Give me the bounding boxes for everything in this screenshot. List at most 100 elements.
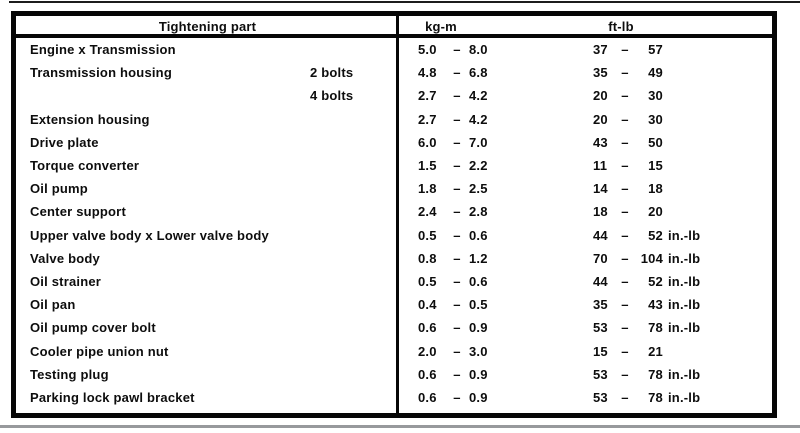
table-row: Engine x Transmission 5.0 – 8.0 37 – 57 xyxy=(16,38,772,61)
ftlb-low: 53 xyxy=(593,366,608,382)
ftlb-high: 104 xyxy=(640,250,663,266)
range-dash: – xyxy=(453,134,461,150)
kgm-value: 1.5 – 2.2 xyxy=(399,158,575,173)
kgm-high: 0.9 xyxy=(469,366,488,382)
range-dash: – xyxy=(453,366,461,382)
ftlb-high: 50 xyxy=(648,134,663,150)
header-kgm: kg-m xyxy=(425,19,457,34)
ftlb-value: 18 – 20 xyxy=(575,204,772,219)
kgm-low: 0.6 xyxy=(418,366,437,382)
range-dash: – xyxy=(453,343,461,359)
range-dash: – xyxy=(621,88,629,104)
table-row: Parking lock pawl bracket 0.6 – 0.9 53 –… xyxy=(16,386,772,409)
kgm-low: 0.8 xyxy=(418,250,437,266)
ftlb-value: 53 – 78 in.-lb xyxy=(575,320,772,335)
range-dash: – xyxy=(621,134,629,150)
kgm-high: 7.0 xyxy=(469,134,488,150)
ftlb-low: 14 xyxy=(593,181,608,197)
kgm-value: 0.5 – 0.6 xyxy=(399,274,575,289)
range-dash: – xyxy=(453,158,461,174)
kgm-value: 0.4 – 0.5 xyxy=(399,297,575,312)
part-name: Oil pump cover bolt xyxy=(30,320,156,336)
kgm-low: 0.5 xyxy=(418,273,437,289)
range-dash: – xyxy=(621,273,629,289)
ftlb-value: 11 – 15 xyxy=(575,158,772,173)
part-name: Oil pan xyxy=(30,297,76,313)
range-dash: – xyxy=(453,250,461,266)
table-body: Engine x Transmission 5.0 – 8.0 37 – 57 … xyxy=(16,38,772,409)
ftlb-low: 44 xyxy=(593,273,608,289)
table-row: Oil pump 1.8 – 2.5 14 – 18 xyxy=(16,177,772,200)
table-row: Drive plate 6.0 – 7.0 43 – 50 xyxy=(16,131,772,154)
range-dash: – xyxy=(621,366,629,382)
kgm-value: 0.5 – 0.6 xyxy=(399,228,575,243)
range-dash: – xyxy=(621,204,629,220)
table-row: 4 bolts 2.7 – 4.2 20 – 30 xyxy=(16,84,772,107)
ftlb-low: 35 xyxy=(593,297,608,313)
ftlb-high: 15 xyxy=(648,158,663,174)
part-variant: 4 bolts xyxy=(310,88,354,104)
kgm-low: 5.0 xyxy=(418,42,437,58)
range-dash: – xyxy=(453,227,461,243)
kgm-low: 2.0 xyxy=(418,343,437,359)
kgm-low: 4.8 xyxy=(418,65,437,81)
kgm-value: 0.8 – 1.2 xyxy=(399,251,575,266)
ftlb-value: 37 – 57 xyxy=(575,42,772,57)
header-ftlb: ft-lb xyxy=(608,19,634,34)
table-row: Oil strainer 0.5 – 0.6 44 – 52 in.-lb xyxy=(16,270,772,293)
kgm-low: 0.6 xyxy=(418,389,437,405)
ftlb-low: 53 xyxy=(593,320,608,336)
part-name: Drive plate xyxy=(30,134,99,150)
ftlb-unit: in.-lb xyxy=(668,320,701,336)
kgm-low: 2.4 xyxy=(418,204,437,220)
table-row: Extension housing 2.7 – 4.2 20 – 30 xyxy=(16,108,772,131)
kgm-high: 4.2 xyxy=(469,88,488,104)
ftlb-high: 21 xyxy=(648,343,663,359)
ftlb-unit: in.-lb xyxy=(668,389,701,405)
ftlb-value: 35 – 43 in.-lb xyxy=(575,297,772,312)
part-name: Oil strainer xyxy=(30,273,102,289)
part-name: Testing plug xyxy=(30,366,109,382)
kgm-value: 2.4 – 2.8 xyxy=(399,204,575,219)
part-variant: 2 bolts xyxy=(310,65,354,81)
range-dash: – xyxy=(453,42,461,58)
table-row: Oil pump cover bolt 0.6 – 0.9 53 – 78 in… xyxy=(16,316,772,339)
kgm-high: 0.6 xyxy=(469,273,488,289)
kgm-low: 2.7 xyxy=(418,111,437,127)
kgm-high: 0.9 xyxy=(469,389,488,405)
table-row: Transmission housing 2 bolts 4.8 – 6.8 3… xyxy=(16,61,772,84)
range-dash: – xyxy=(453,204,461,220)
part-name: Cooler pipe union nut xyxy=(30,343,169,359)
ftlb-value: 44 – 52 in.-lb xyxy=(575,274,772,289)
ftlb-high: 49 xyxy=(648,65,663,81)
range-dash: – xyxy=(621,42,629,58)
ftlb-value: 20 – 30 xyxy=(575,88,772,103)
range-dash: – xyxy=(621,297,629,313)
range-dash: – xyxy=(453,297,461,313)
ftlb-high: 78 xyxy=(648,366,663,382)
part-name: Valve body xyxy=(30,250,100,266)
ftlb-unit: in.-lb xyxy=(668,297,701,313)
table-row: Testing plug 0.6 – 0.9 53 – 78 in.-lb xyxy=(16,363,772,386)
ftlb-value: 15 – 21 xyxy=(575,344,772,359)
ftlb-low: 43 xyxy=(593,134,608,150)
table-header-row: Tightening part kg-m ft-lb xyxy=(16,16,772,38)
kgm-value: 2.7 – 4.2 xyxy=(399,88,575,103)
range-dash: – xyxy=(621,227,629,243)
ftlb-high: 18 xyxy=(648,181,663,197)
ftlb-unit: in.-lb xyxy=(668,366,701,382)
kgm-value: 0.6 – 0.9 xyxy=(399,390,575,405)
table-row: Torque converter 1.5 – 2.2 11 – 15 xyxy=(16,154,772,177)
range-dash: – xyxy=(453,320,461,336)
kgm-low: 0.5 xyxy=(418,227,437,243)
kgm-high: 1.2 xyxy=(469,250,488,266)
ftlb-high: 52 xyxy=(648,227,663,243)
range-dash: – xyxy=(453,273,461,289)
table-row: Valve body 0.8 – 1.2 70 – 104 in.-lb xyxy=(16,247,772,270)
kgm-low: 1.8 xyxy=(418,181,437,197)
ftlb-value: 35 – 49 xyxy=(575,65,772,80)
range-dash: – xyxy=(621,65,629,81)
kgm-value: 2.7 – 4.2 xyxy=(399,112,575,127)
kgm-value: 0.6 – 0.9 xyxy=(399,320,575,335)
header-tightening-part: Tightening part xyxy=(158,19,257,34)
